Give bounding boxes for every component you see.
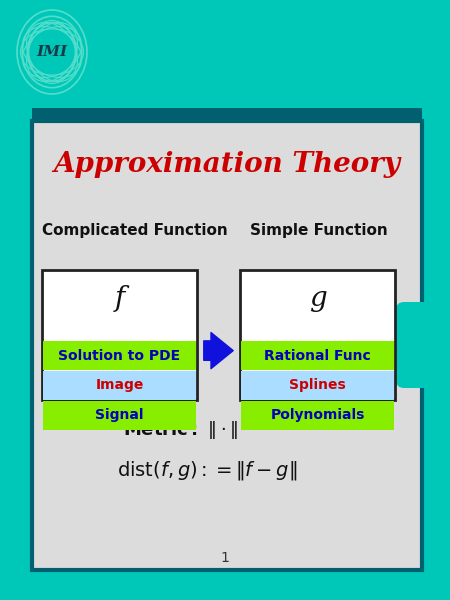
Text: IMI: IMI [36, 45, 68, 59]
Text: Solution to PDE: Solution to PDE [58, 349, 180, 362]
Bar [241, 401, 394, 430]
Text: f: f [114, 284, 125, 311]
FancyArrowPatch shape [204, 332, 233, 368]
Bar [32, 108, 422, 121]
Text: $\mathbf{Metric:}\ \|\cdot\|$: $\mathbf{Metric:}\ \|\cdot\|$ [123, 419, 238, 441]
Bar [43, 401, 196, 430]
FancyBboxPatch shape [396, 302, 442, 388]
Text: Signal: Signal [95, 409, 144, 422]
Bar [241, 341, 394, 370]
Bar [42, 270, 197, 400]
Text: Image: Image [95, 379, 144, 392]
Text: 1: 1 [220, 551, 230, 565]
Text: $\mathrm{dist}(f,g) := \|f - g\|$: $\mathrm{dist}(f,g) := \|f - g\|$ [117, 458, 297, 481]
Text: g: g [309, 284, 326, 311]
Text: Approximation Theory: Approximation Theory [54, 151, 400, 179]
Text: Rational Func: Rational Func [264, 349, 371, 362]
Text: Complicated Function: Complicated Function [42, 223, 228, 238]
Bar [43, 341, 196, 370]
Bar [240, 270, 395, 400]
Bar [241, 371, 394, 400]
Text: Splines: Splines [289, 379, 346, 392]
Text: Simple Function: Simple Function [250, 223, 388, 238]
Bar [43, 371, 196, 400]
Text: Polynomials: Polynomials [270, 409, 364, 422]
Bar [32, 121, 422, 570]
